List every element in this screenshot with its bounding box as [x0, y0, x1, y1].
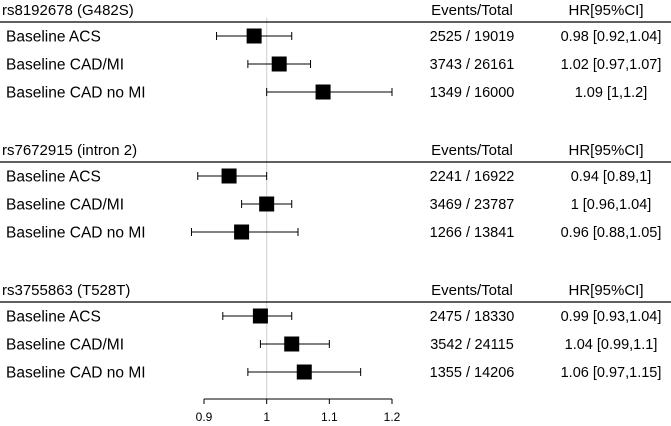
events-total-value: 2525 / 19019 [430, 29, 515, 45]
events-column-header: Events/Total [431, 2, 513, 19]
hr-point-marker [284, 336, 300, 352]
events-total-value: 2475 / 18330 [430, 309, 515, 325]
hr-point-marker [296, 364, 312, 380]
row-label: Baseline ACS [6, 309, 101, 326]
events-total-value: 1355 / 14206 [430, 365, 515, 381]
row-label: Baseline CAD/MI [6, 57, 124, 74]
events-total-value: 1349 / 16000 [430, 85, 515, 101]
section-title: rs7672915 (intron 2) [2, 142, 137, 159]
hr-ci-value: 0.96 [0.88,1.05] [561, 225, 662, 241]
events-column-header: Events/Total [431, 142, 513, 159]
section-title: rs3755863 (T528T) [2, 282, 130, 299]
hr-ci-value: 0.98 [0.92,1.04] [561, 29, 662, 45]
x-axis-tick-label: 1.2 [384, 410, 401, 424]
hr-point-marker [252, 308, 268, 324]
row-label: Baseline CAD/MI [6, 337, 124, 354]
hr-point-marker [315, 84, 331, 100]
row-label: Baseline ACS [6, 169, 101, 186]
row-label: Baseline CAD no MI [6, 225, 146, 242]
hr-ci-value: 0.94 [0.89,1] [571, 169, 652, 185]
x-axis-tick-label: 1.1 [321, 410, 338, 424]
hr-column-header: HR[95%CI] [568, 282, 643, 299]
events-total-value: 1266 / 13841 [430, 225, 515, 241]
events-total-value: 3469 / 23787 [430, 197, 515, 213]
hr-ci-value: 1.06 [0.97,1.15] [561, 365, 662, 381]
hr-ci-value: 0.99 [0.93,1.04] [561, 309, 662, 325]
hr-column-header: HR[95%CI] [568, 2, 643, 19]
x-axis-tick-label: 1 [263, 410, 270, 424]
x-axis-tick-label: 0.9 [196, 410, 213, 424]
hr-ci-value: 1 [0.96,1.04] [571, 197, 652, 213]
events-total-value: 2241 / 16922 [430, 169, 515, 185]
hr-ci-value: 1.09 [1,1.2] [575, 85, 648, 101]
row-label: Baseline CAD no MI [6, 365, 146, 382]
hr-point-marker [234, 224, 250, 240]
hr-ci-value: 1.04 [0.99,1.1] [565, 337, 658, 353]
events-total-value: 3542 / 24115 [430, 337, 514, 353]
hr-point-marker [271, 56, 287, 72]
section-title: rs8192678 (G482S) [2, 2, 134, 19]
hr-point-marker [259, 196, 275, 212]
hr-point-marker [221, 168, 237, 184]
hr-column-header: HR[95%CI] [568, 142, 643, 159]
row-label: Baseline CAD/MI [6, 197, 124, 214]
events-column-header: Events/Total [431, 282, 513, 299]
row-label: Baseline CAD no MI [6, 85, 146, 102]
row-label: Baseline ACS [6, 29, 101, 46]
hr-point-marker [246, 28, 262, 44]
events-total-value: 3743 / 26161 [430, 57, 515, 73]
hr-ci-value: 1.02 [0.97,1.07] [561, 57, 662, 73]
